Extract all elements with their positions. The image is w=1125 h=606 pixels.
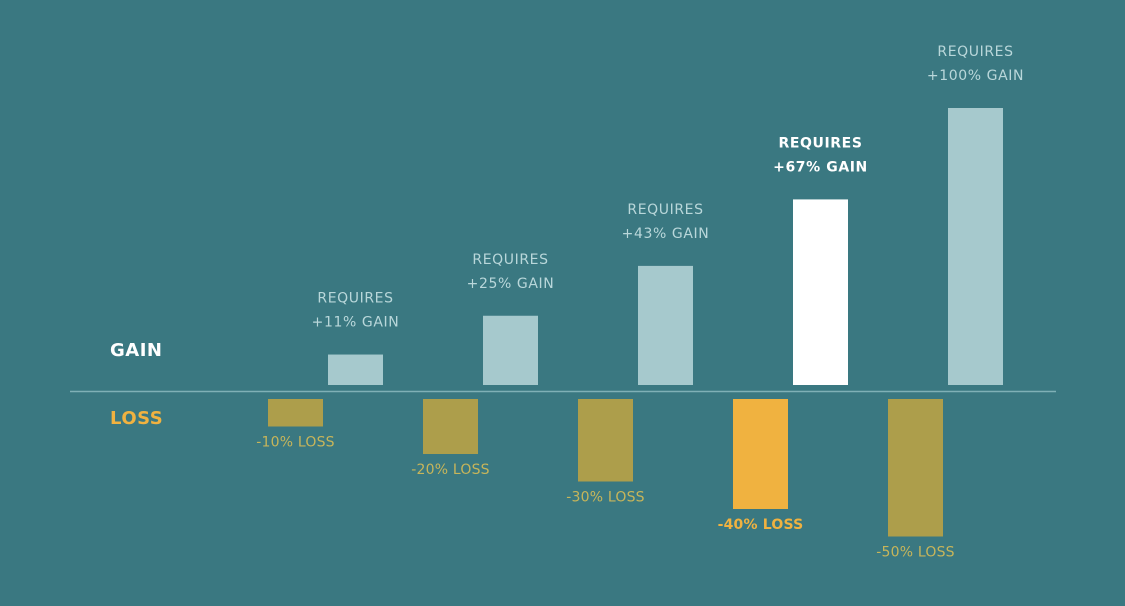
loss-label: -40% LOSS (718, 517, 804, 533)
gain-bar (483, 315, 538, 385)
loss-bar (888, 399, 943, 537)
loss-side-label: LOSS (110, 408, 163, 429)
loss-label: -30% LOSS (566, 490, 645, 506)
gain-label-line1: REQUIRES (317, 291, 393, 307)
loss-bar (268, 399, 323, 427)
gain-label-line1: REQUIRES (937, 44, 1013, 60)
loss-label: -10% LOSS (256, 435, 335, 451)
gain-label-line2: +11% GAIN (312, 315, 400, 331)
loss-label: -50% LOSS (876, 545, 955, 561)
gain-label-line1: REQUIRES (472, 252, 548, 268)
gain-label-line2: +67% GAIN (773, 159, 868, 175)
gain-bar (948, 108, 1003, 385)
gain-bar (638, 265, 693, 385)
gain-label-line1: REQUIRES (778, 135, 862, 151)
gain-label-line2: +43% GAIN (622, 226, 710, 242)
gain-label-line1: REQUIRES (627, 202, 703, 218)
loss-label: -20% LOSS (411, 462, 490, 478)
loss-bar (578, 399, 633, 482)
chart-marks: REQUIRES +11% GAIN REQUIRES +25% GAIN REQUIR… (256, 44, 1024, 561)
gain-side-label: GAIN (110, 340, 162, 361)
gain-label-line2: +25% GAIN (467, 276, 555, 292)
loss-bar (423, 399, 478, 454)
gain-label-line2: +100% GAIN (927, 68, 1024, 84)
gain-bar (328, 354, 383, 385)
gain-bar (793, 199, 848, 385)
loss-bar (733, 399, 788, 509)
